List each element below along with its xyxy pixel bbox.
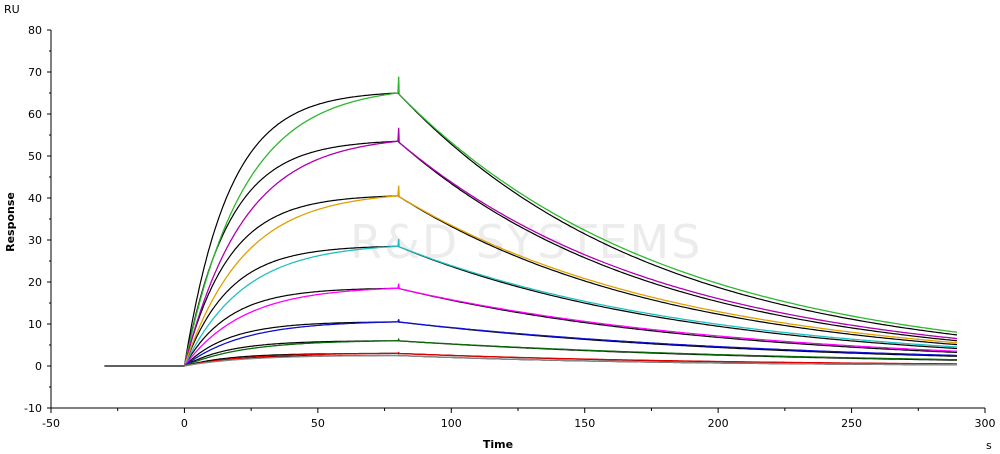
x-tick-label: 50 bbox=[311, 417, 325, 430]
data-series bbox=[183, 76, 958, 367]
y-tick-label: 80 bbox=[28, 24, 42, 37]
y-tick-label: 20 bbox=[28, 276, 42, 289]
y-axis-title: Response bbox=[4, 192, 17, 252]
y-unit-label: RU bbox=[4, 3, 20, 16]
y-tick-label: 70 bbox=[28, 66, 42, 79]
x-unit-label: s bbox=[986, 439, 992, 452]
fit-line bbox=[183, 140, 958, 367]
x-tick-label: 150 bbox=[574, 417, 595, 430]
fit-line bbox=[183, 92, 958, 367]
series-line bbox=[184, 353, 957, 367]
fit-line bbox=[183, 245, 958, 367]
y-tick-label: 50 bbox=[28, 150, 42, 163]
y-tick-label: 40 bbox=[28, 192, 42, 205]
series-line bbox=[183, 283, 958, 367]
x-tick-label: 200 bbox=[708, 417, 729, 430]
y-tick-label: 30 bbox=[28, 234, 42, 247]
series-line bbox=[184, 351, 957, 367]
axes: -10 0 10 20 30 40 50 60 70 80 -50 0 50 100 150 200 250 30… bbox=[24, 24, 995, 430]
series-line bbox=[183, 185, 958, 367]
fit-line bbox=[183, 195, 958, 367]
x-tick-label: 100 bbox=[441, 417, 462, 430]
series-line bbox=[183, 76, 958, 367]
y-tick-label: 10 bbox=[28, 318, 42, 331]
x-axis-title: Time bbox=[483, 438, 513, 451]
series-line bbox=[183, 239, 958, 367]
x-tick-label: 250 bbox=[841, 417, 862, 430]
series-line bbox=[183, 127, 958, 367]
y-tick-label: -10 bbox=[24, 402, 42, 415]
x-tick-label: 0 bbox=[181, 417, 188, 430]
x-tick-label: -50 bbox=[42, 417, 60, 430]
series-line bbox=[184, 319, 958, 367]
y-tick-label: 60 bbox=[28, 108, 42, 121]
y-tick-label: 0 bbox=[35, 360, 42, 373]
x-tick-label: 300 bbox=[975, 417, 996, 430]
series-line bbox=[184, 337, 958, 367]
